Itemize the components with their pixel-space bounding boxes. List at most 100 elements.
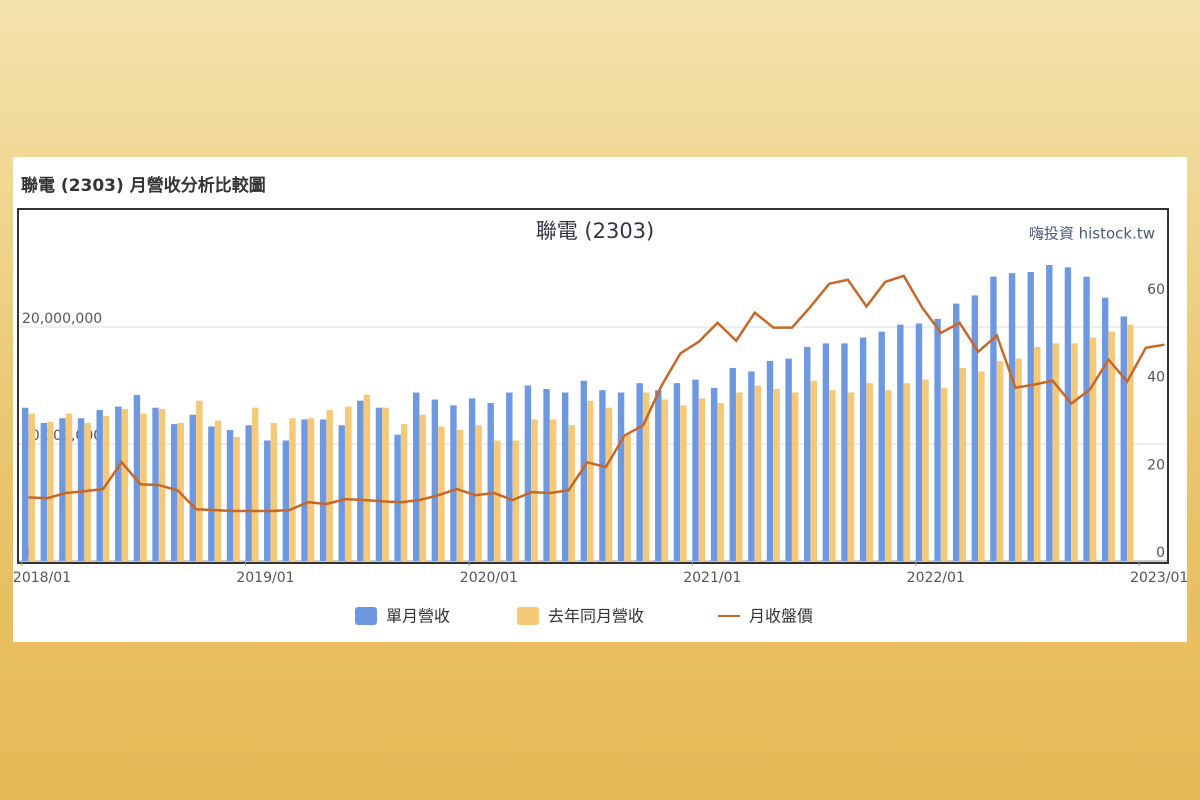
bar (978, 371, 985, 561)
bar (289, 418, 296, 561)
bar (226, 429, 234, 561)
bar (450, 405, 457, 561)
bar (96, 410, 103, 561)
bar (636, 383, 643, 561)
bar (170, 424, 178, 561)
bar (953, 303, 960, 561)
bar (748, 371, 755, 561)
bar (829, 390, 836, 561)
bar (140, 413, 147, 561)
legend-swatch (355, 607, 377, 625)
bar (549, 419, 557, 561)
bar (65, 413, 73, 561)
bar (357, 400, 364, 561)
bar (810, 380, 818, 561)
bar (717, 403, 724, 561)
bar (959, 367, 966, 561)
y2-tick-label: 60 (1147, 282, 1165, 298)
bar (233, 436, 240, 561)
bar (214, 420, 222, 561)
bar (580, 380, 587, 561)
bar (543, 389, 550, 561)
bar (431, 399, 439, 561)
bar (599, 390, 606, 561)
bar (624, 434, 631, 561)
bar (710, 387, 718, 561)
bar (1108, 331, 1115, 561)
bar (1120, 316, 1127, 561)
bar (133, 394, 141, 561)
bar (456, 429, 464, 561)
bar (971, 295, 979, 561)
bar (643, 392, 650, 561)
bar (531, 419, 538, 561)
bar (319, 419, 327, 561)
bar (401, 424, 408, 561)
bar (512, 440, 520, 561)
bar (375, 407, 383, 561)
bar (270, 422, 278, 561)
bar (326, 410, 333, 561)
bar (878, 331, 885, 561)
bar (698, 398, 706, 561)
bar (59, 418, 66, 561)
bar (996, 360, 1004, 561)
watermark: 嗨投資 histock.tw (1029, 225, 1155, 243)
bar (196, 400, 203, 561)
bar (561, 392, 569, 561)
panel-title: 聯電 (2303) 月營收分析比較圖 (21, 176, 266, 196)
bar (208, 426, 215, 561)
bar (1071, 343, 1078, 561)
bar (506, 392, 513, 561)
bar (859, 337, 867, 561)
y-tick-label: 20,000,000 (22, 311, 102, 327)
bar (785, 358, 792, 561)
bar (841, 343, 848, 561)
legend-label: 單月營收 (386, 607, 450, 626)
x-tick-label: 2019/01 (236, 570, 294, 586)
legend-label: 月收盤價 (749, 607, 813, 626)
bar (617, 392, 625, 561)
bar (915, 323, 923, 561)
bar (487, 403, 494, 561)
y2-tick-label: 0 (1156, 545, 1165, 561)
bar (307, 418, 315, 561)
bar (922, 379, 929, 561)
bar (28, 413, 35, 561)
x-tick-label: 2021/01 (683, 570, 741, 586)
x-tick-label: 2023/01 (1130, 570, 1188, 586)
bar (847, 392, 855, 561)
chart-title: 聯電 (2303) (536, 219, 655, 243)
bar (345, 406, 352, 561)
bar (494, 440, 501, 561)
bar (1064, 267, 1072, 561)
bar (822, 343, 830, 561)
bar (804, 346, 811, 561)
bar (736, 392, 743, 561)
bar (1046, 264, 1053, 561)
bar (264, 440, 271, 561)
bar (655, 390, 662, 561)
bar (394, 434, 401, 561)
bar (115, 406, 122, 561)
x-tick-label: 2020/01 (460, 570, 518, 586)
bar (338, 425, 345, 561)
line (28, 274, 1165, 513)
bar (103, 415, 110, 561)
bar (940, 387, 948, 561)
bar (252, 407, 259, 561)
bar (587, 400, 594, 561)
y2-tick-label: 40 (1147, 370, 1165, 386)
bar (77, 418, 85, 561)
bar (661, 399, 669, 561)
bar (1101, 297, 1109, 561)
bar (866, 383, 873, 561)
bar (903, 383, 911, 561)
bar (897, 324, 904, 561)
bar (282, 440, 290, 561)
y2-tick-label: 20 (1147, 457, 1165, 473)
x-tick-label: 2022/01 (907, 570, 965, 586)
bar (413, 392, 420, 561)
bar (475, 425, 482, 561)
